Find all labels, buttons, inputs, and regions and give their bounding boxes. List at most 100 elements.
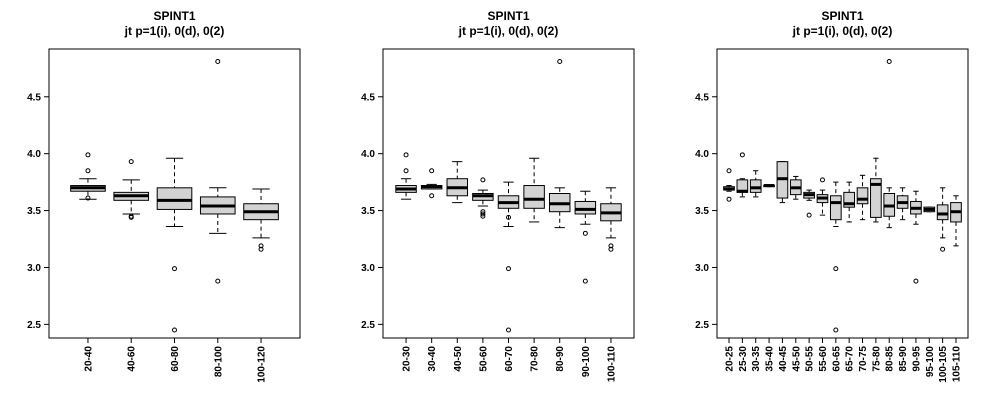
iqr-box bbox=[936, 204, 949, 221]
box-25-30 bbox=[736, 152, 749, 198]
outlier-point bbox=[480, 213, 486, 219]
box-50-55 bbox=[803, 189, 815, 218]
y-tick-label: 4.5 bbox=[27, 92, 41, 103]
outlier-point bbox=[85, 152, 91, 158]
outlier-point bbox=[429, 168, 435, 174]
box-70-75 bbox=[856, 174, 869, 221]
outlier-point bbox=[726, 168, 732, 174]
outlier-point bbox=[886, 59, 892, 65]
x-tick-label: 80-100 bbox=[213, 346, 224, 378]
box-60-70 bbox=[497, 181, 520, 333]
x-tick-label: 60-65 bbox=[831, 346, 842, 372]
chart-title: SPINT1 bbox=[821, 9, 863, 23]
y-tick-label: 4.0 bbox=[361, 149, 375, 160]
outlier-point bbox=[739, 152, 745, 158]
box-80-100 bbox=[199, 59, 236, 284]
y-tick-label: 4.0 bbox=[695, 149, 709, 160]
box-20-25 bbox=[723, 168, 735, 202]
y-tick-label: 3.0 bbox=[695, 263, 709, 274]
x-tick-label: 55-60 bbox=[818, 346, 829, 372]
box-30-40 bbox=[420, 168, 443, 199]
outlier-point bbox=[833, 266, 839, 272]
outlier-point bbox=[480, 211, 486, 217]
outlier-point bbox=[128, 213, 134, 219]
outlier-point bbox=[480, 209, 486, 215]
box-55-60 bbox=[816, 177, 829, 216]
outlier-point bbox=[557, 59, 563, 65]
box-100-110 bbox=[600, 187, 622, 252]
outlier-point bbox=[215, 278, 221, 284]
plot-frame bbox=[716, 48, 969, 339]
iqr-box bbox=[843, 191, 856, 208]
x-tick-label: 100-110 bbox=[606, 346, 617, 383]
x-tick-label: 40-45 bbox=[778, 346, 789, 372]
outlier-point bbox=[85, 168, 91, 174]
iqr-box bbox=[523, 185, 545, 209]
chart-subtitle: jt p=1(i), 0(d), 0(2) bbox=[124, 24, 225, 38]
x-tick-label: 20-30 bbox=[402, 346, 413, 372]
iqr-box bbox=[870, 178, 882, 218]
outlier-point bbox=[806, 212, 812, 218]
box-30-35 bbox=[749, 170, 762, 198]
outlier-point bbox=[582, 230, 588, 236]
outlier-point bbox=[819, 177, 825, 183]
chart-subtitle: jt p=1(i), 0(d), 0(2) bbox=[458, 24, 559, 38]
y-tick-label: 2.5 bbox=[27, 320, 41, 331]
box-90-100 bbox=[574, 190, 597, 284]
outlier-point bbox=[913, 278, 919, 284]
box-80-85 bbox=[883, 59, 896, 229]
x-tick-label: 75-80 bbox=[871, 346, 882, 372]
iqr-box bbox=[829, 195, 842, 221]
chart-title: SPINT1 bbox=[487, 9, 529, 23]
x-tick-label: 90-100 bbox=[581, 346, 592, 378]
x-tick-label: 65-70 bbox=[845, 346, 856, 372]
x-tick-label: 60-70 bbox=[504, 346, 515, 372]
iqr-box bbox=[749, 179, 762, 193]
box-20-40 bbox=[70, 152, 106, 201]
outlier-point bbox=[506, 214, 511, 220]
iqr-box bbox=[856, 187, 869, 205]
box-40-50 bbox=[446, 161, 469, 204]
outlier-point bbox=[172, 327, 177, 333]
box-45-50 bbox=[789, 175, 802, 200]
x-tick-label: 80-85 bbox=[885, 346, 896, 372]
box-60-80 bbox=[156, 157, 193, 333]
y-tick-label: 2.5 bbox=[361, 320, 375, 331]
box-75-80 bbox=[870, 157, 882, 223]
outlier-point bbox=[403, 152, 409, 158]
x-tick-label: 100-105 bbox=[938, 346, 949, 383]
outlier-point bbox=[833, 327, 839, 333]
y-tick-label: 3.0 bbox=[361, 263, 375, 274]
x-tick-label: 45-50 bbox=[791, 346, 802, 372]
iqr-box bbox=[574, 200, 597, 215]
outlier-point bbox=[726, 196, 732, 202]
outlier-point bbox=[608, 243, 614, 249]
y-tick-label: 3.5 bbox=[695, 206, 709, 217]
y-tick-label: 3.0 bbox=[27, 263, 41, 274]
x-tick-label: 90-95 bbox=[911, 346, 922, 372]
box-70-80 bbox=[523, 157, 545, 223]
y-tick-label: 4.5 bbox=[695, 92, 709, 103]
outlier-point bbox=[258, 243, 264, 249]
box-100-120 bbox=[243, 188, 279, 252]
x-tick-label: 30-40 bbox=[427, 346, 438, 372]
box-85-90 bbox=[896, 187, 909, 221]
x-tick-label: 40-50 bbox=[453, 346, 464, 372]
x-tick-label: 35-40 bbox=[765, 346, 776, 372]
box-35-40 bbox=[763, 184, 775, 188]
outlier-point bbox=[128, 159, 134, 165]
box-90-95 bbox=[910, 190, 922, 284]
x-tick-label: 40-60 bbox=[127, 346, 138, 372]
outlier-point bbox=[403, 168, 409, 174]
x-tick-label: 100-120 bbox=[257, 346, 268, 383]
plot-frame bbox=[382, 48, 635, 339]
box-100-105 bbox=[936, 187, 949, 252]
box-105-110 bbox=[950, 195, 962, 247]
box-60-65 bbox=[829, 181, 842, 333]
outlier-point bbox=[85, 195, 91, 201]
x-tick-label: 60-80 bbox=[170, 346, 181, 372]
outlier-point bbox=[258, 246, 264, 252]
